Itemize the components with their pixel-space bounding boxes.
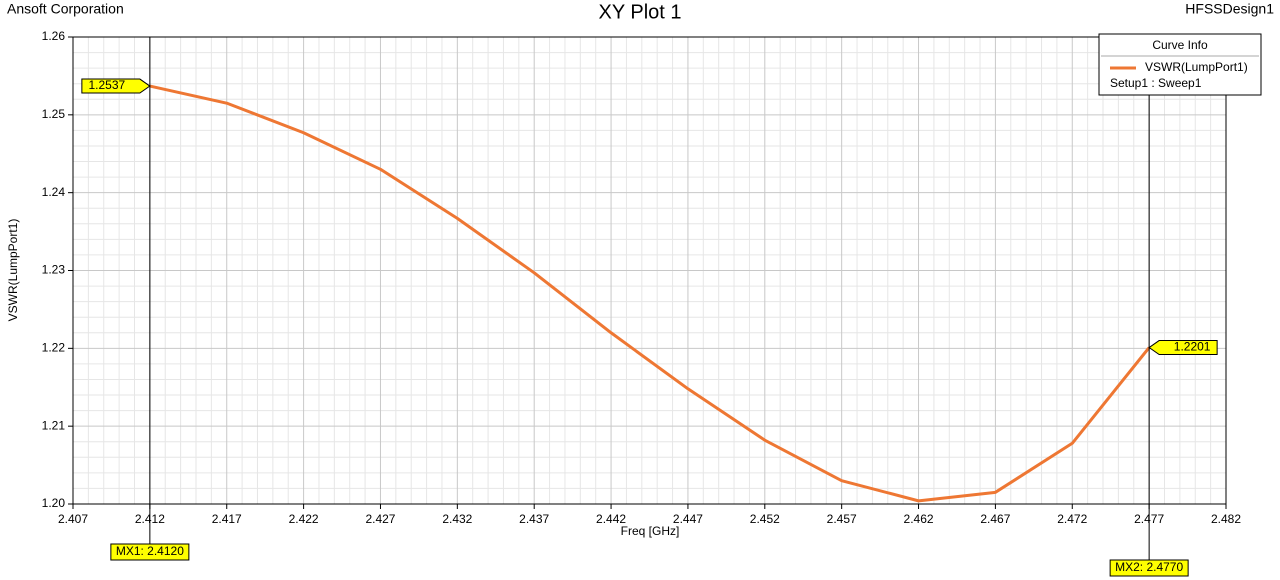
x-tick-label: 2.407	[58, 512, 88, 526]
y-tick-label: 1.26	[42, 29, 66, 43]
x-tick-label: 2.467	[980, 512, 1010, 526]
x-tick-label: 2.437	[519, 512, 549, 526]
legend-entry: VSWR(LumpPort1)	[1145, 60, 1248, 74]
legend-title: Curve Info	[1152, 38, 1208, 52]
x-tick-label: 2.432	[442, 512, 472, 526]
marker-value-box	[1148, 340, 1218, 356]
x-tick-label: 2.442	[596, 512, 626, 526]
legend: Curve Info VSWR(LumpPort1) Setup1 : Sweep1	[1098, 33, 1262, 96]
marker-value-label: 1.2201	[1174, 340, 1211, 354]
x-tick-label: 2.482	[1211, 512, 1241, 526]
legend-box	[1098, 33, 1262, 96]
marker-label-box	[110, 543, 190, 561]
x-tick-label: 2.472	[1057, 512, 1087, 526]
x-axis-label: Freq [GHz]	[621, 524, 680, 538]
y-tick-label: 1.21	[42, 418, 66, 432]
x-tick-label: 2.447	[673, 512, 703, 526]
design-name: HFSSDesign1	[1185, 1, 1274, 17]
y-tick-label: 1.22	[42, 341, 66, 355]
y-tick-label: 1.25	[42, 107, 66, 121]
chart-title: XY Plot 1	[598, 1, 681, 23]
marker-label-box	[1109, 559, 1189, 577]
x-tick-label: 2.422	[289, 512, 319, 526]
marker-value-label: 1.2537	[89, 78, 126, 92]
y-tick-label: 1.20	[42, 496, 66, 510]
plot-frame	[72, 36, 1227, 505]
y-tick-label: 1.24	[42, 185, 66, 199]
y-tick-label: 1.23	[42, 263, 66, 277]
company: Ansoft Corporation	[7, 1, 124, 17]
marker-value-box	[81, 78, 151, 94]
legend-note: Setup1 : Sweep1	[1110, 76, 1202, 90]
y-axis-label: VSWR(LumpPort1)	[6, 219, 20, 322]
series-line	[149, 84, 1151, 503]
marker-label: MX1: 2.4120	[116, 544, 184, 558]
x-tick-label: 2.427	[365, 512, 395, 526]
x-tick-label: 2.462	[904, 512, 934, 526]
marker-label: MX2: 2.4770	[1115, 560, 1183, 574]
x-tick-label: 2.457	[827, 512, 857, 526]
x-tick-label: 2.452	[750, 512, 780, 526]
x-tick-label: 2.417	[212, 512, 242, 526]
